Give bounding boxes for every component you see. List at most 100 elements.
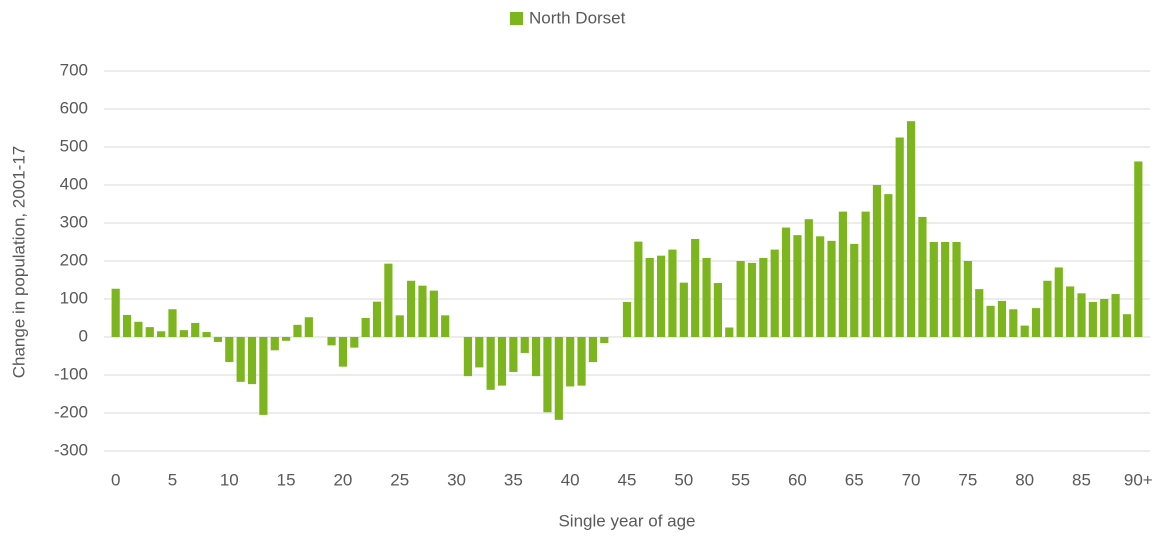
bar (872, 185, 882, 337)
bar (759, 257, 768, 337)
x-tick-label: 40 (561, 470, 580, 489)
x-tick-label: 15 (277, 470, 296, 489)
bar (679, 282, 688, 337)
bar (372, 301, 382, 337)
bar (134, 321, 143, 337)
bar (1066, 286, 1075, 337)
bar (793, 235, 802, 337)
bar (202, 332, 211, 337)
bar (1009, 309, 1018, 337)
bar (247, 337, 257, 385)
x-tick-label: 55 (731, 470, 750, 489)
bar (918, 216, 927, 337)
x-tick-label: 50 (674, 470, 693, 489)
bar (282, 337, 291, 341)
bar (293, 324, 302, 337)
bar (645, 257, 654, 337)
bar (1088, 302, 1097, 337)
y-tick-label: -100 (54, 364, 88, 383)
bar (1043, 280, 1052, 337)
bar (691, 238, 700, 337)
bar (520, 337, 529, 353)
bar (384, 263, 393, 337)
y-tick-label: -200 (54, 402, 88, 421)
bar (975, 289, 984, 337)
y-tick-label: 100 (60, 288, 88, 307)
bar (179, 330, 188, 337)
y-tick-label: 600 (60, 98, 88, 117)
y-tick-label: 200 (60, 250, 88, 269)
bar (725, 327, 734, 337)
bar (588, 337, 598, 363)
bar (861, 211, 870, 337)
bar (259, 337, 268, 415)
bar (804, 219, 813, 337)
bar (213, 337, 223, 342)
bar (532, 337, 541, 377)
bar (884, 194, 893, 337)
bar (122, 314, 132, 337)
x-tick-label: 90+ (1124, 470, 1153, 489)
bar (1054, 267, 1063, 337)
bar (1100, 299, 1109, 337)
x-axis-label: Single year of age (558, 511, 695, 530)
bar (1134, 161, 1143, 337)
bar (781, 227, 791, 337)
bar (736, 261, 745, 337)
x-tick-label: 35 (504, 470, 523, 489)
bar (986, 305, 995, 337)
bar (463, 337, 473, 377)
x-tick-label: 30 (447, 470, 466, 489)
x-tick-label: 85 (1072, 470, 1091, 489)
bar (111, 288, 120, 337)
bar (747, 262, 757, 337)
bar (656, 255, 666, 337)
bar (236, 337, 245, 382)
x-tick-label: 45 (618, 470, 637, 489)
bar (997, 300, 1007, 337)
bar (770, 249, 779, 337)
bar (327, 337, 336, 346)
bar (338, 337, 348, 367)
bar (361, 318, 370, 337)
x-tick-label: 60 (788, 470, 807, 489)
bar (497, 337, 507, 386)
bar (963, 261, 972, 337)
x-tick-label: 0 (111, 470, 120, 489)
bar (304, 317, 313, 337)
y-tick-label: -300 (54, 440, 88, 459)
legend-label: North Dorset (529, 8, 626, 27)
bar (157, 331, 166, 337)
bar (270, 337, 279, 351)
bar (168, 309, 177, 337)
bar (543, 337, 552, 413)
bar (1122, 314, 1132, 337)
bar (350, 337, 359, 348)
y-tick-label: 500 (60, 136, 88, 155)
bar (395, 315, 404, 337)
bar (1077, 293, 1086, 337)
bar (225, 337, 234, 363)
bar (702, 257, 711, 337)
bar (634, 241, 643, 337)
bar (941, 242, 950, 337)
bar (1031, 308, 1041, 337)
legend-swatch (510, 12, 523, 25)
bar (895, 137, 904, 337)
bar (668, 249, 677, 337)
bar (509, 337, 518, 372)
bar (441, 315, 450, 337)
x-tick-label: 5 (168, 470, 177, 489)
y-tick-label: 400 (60, 174, 88, 193)
bar (816, 236, 825, 337)
bar (600, 337, 609, 344)
bar (1020, 325, 1029, 337)
y-tick-label: 0 (79, 326, 88, 345)
x-tick-label: 65 (845, 470, 864, 489)
bar (929, 242, 938, 337)
bar (566, 337, 575, 387)
bar (429, 290, 438, 337)
bar (145, 327, 154, 337)
x-tick-label: 10 (220, 470, 239, 489)
